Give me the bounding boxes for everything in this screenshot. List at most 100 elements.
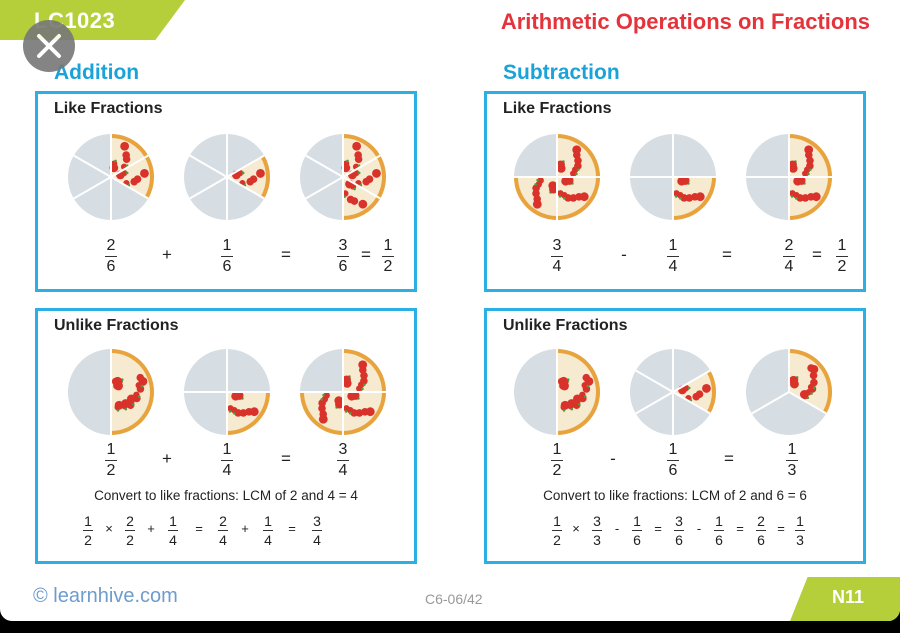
subtraction-heading: Subtraction — [503, 61, 620, 84]
pizza-cheese — [111, 157, 150, 197]
pie-one-sixth — [630, 349, 716, 435]
pepperoni — [136, 373, 145, 382]
herb — [349, 412, 352, 415]
pie-three-quarters — [514, 134, 600, 220]
pepperoni — [702, 384, 711, 393]
herb — [344, 410, 348, 413]
pizza-cheese — [343, 157, 382, 197]
pepperoni — [789, 375, 798, 385]
slice-divider — [788, 391, 827, 415]
pepperoni — [372, 169, 381, 178]
slice-divider — [110, 154, 149, 178]
pepperoni — [799, 390, 809, 399]
pepperoni — [347, 406, 354, 414]
herb — [116, 409, 120, 412]
plus-sign: + — [147, 521, 155, 536]
page-code: C6-06/42 — [425, 591, 483, 607]
pepperoni — [352, 141, 362, 151]
slice-divider — [635, 391, 674, 415]
pepperoni — [573, 151, 581, 159]
page-number: N11 — [831, 587, 864, 607]
herb — [241, 171, 245, 175]
pepperoni — [561, 191, 568, 199]
pie-one-quarter — [630, 134, 716, 220]
pizza-cheese — [673, 372, 712, 412]
slice-divider — [226, 154, 265, 178]
slice-divider — [342, 154, 381, 178]
herb — [583, 395, 587, 398]
pepperoni — [133, 175, 142, 183]
pepperoni — [807, 193, 815, 201]
pepperoni — [358, 199, 368, 209]
slice-divider — [189, 176, 228, 200]
slice-divider — [672, 391, 711, 415]
pepperoni — [535, 181, 543, 188]
pepperoni — [796, 176, 806, 185]
pie-three-quarters — [300, 349, 386, 435]
pepperoni — [572, 394, 582, 404]
pepperoni — [350, 391, 360, 400]
herb — [575, 172, 578, 176]
herb — [536, 178, 539, 182]
pizza-cheese — [557, 353, 596, 431]
herb — [343, 195, 347, 198]
pepperoni — [695, 390, 704, 398]
pepperoni — [135, 382, 142, 389]
pizza-cheese — [227, 157, 266, 197]
close-button[interactable] — [23, 20, 75, 72]
herb — [353, 187, 356, 191]
page-title: Arithmetic Operations on Fractions — [500, 9, 870, 34]
site-credit: © learnhive.com — [33, 585, 178, 607]
pepperoni — [120, 141, 130, 151]
minus-sign: - — [614, 521, 620, 536]
herb — [578, 403, 581, 406]
equals-sign: = — [724, 449, 734, 468]
herb — [320, 398, 323, 401]
herb — [674, 195, 678, 198]
herb — [563, 197, 566, 200]
herb — [233, 412, 236, 415]
pepperoni — [788, 160, 797, 170]
pepperoni — [809, 371, 818, 380]
herb — [679, 197, 682, 200]
pepperoni — [549, 184, 558, 194]
pepperoni — [564, 176, 574, 185]
equals-sign: = — [812, 245, 822, 264]
herb — [361, 387, 364, 391]
multiply-sign: × — [572, 521, 580, 536]
herb — [795, 197, 798, 200]
pepperoni — [807, 383, 815, 391]
slice-divider — [305, 176, 344, 200]
lcm-note: Convert to like fractions: LCM of 2 and … — [94, 488, 358, 503]
herb — [125, 171, 129, 175]
equals-sign: = — [722, 245, 732, 264]
panel-label: Like Fractions — [54, 100, 163, 117]
panel-label: Unlike Fractions — [54, 317, 179, 334]
pepperoni — [321, 396, 329, 403]
pepperoni — [680, 176, 690, 185]
pie-one-quarter — [184, 349, 270, 435]
pepperoni — [140, 169, 149, 178]
pizza-cheese — [111, 353, 150, 431]
pepperoni — [691, 193, 699, 201]
close-icon — [37, 34, 61, 58]
equals-sign: = — [654, 521, 662, 536]
herb — [357, 171, 361, 175]
